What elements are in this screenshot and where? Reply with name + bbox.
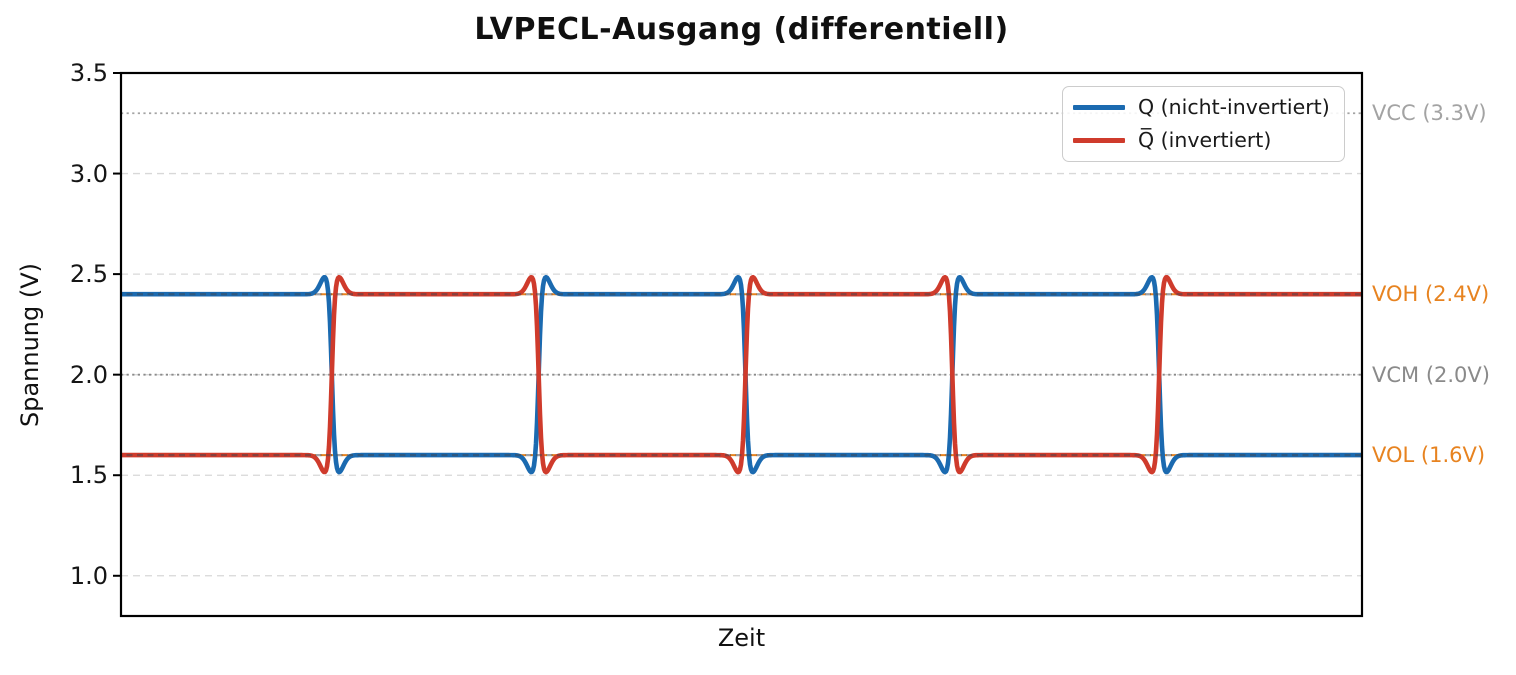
legend-line-sample-q [1073,105,1125,111]
reference-label-vol: VOL (1.6V) [1372,443,1486,468]
legend-item-q: Q (nicht-invertiert) [1073,95,1330,120]
y-tick-label: 2.0 [69,360,108,389]
reference-label-vcm: VCM (2.0V) [1372,362,1490,387]
series-qbar-path [119,274,1364,475]
legend-label-q: Q (nicht-invertiert) [1138,95,1330,119]
reference-label-vcc: VCC (3.3V) [1372,101,1487,126]
y-tick-label: 1.5 [69,461,108,490]
chart-title: LVPECL-Ausgang (differentiell) [474,12,1009,47]
y-tick-label: 3.5 [69,59,108,87]
x-axis-label: Zeit [717,624,766,652]
legend-item-qbar: Q̅ (invertiert) [1073,127,1330,153]
axes-frame [119,71,1364,618]
legend-line-sample-qbar [1073,137,1125,143]
reference-label-voh: VOH (2.4V) [1372,282,1490,307]
legend-label-qbar: Q̅ (invertiert) [1138,127,1272,152]
y-tick-label: 3.0 [69,159,108,188]
y-tick-label: 1.0 [69,561,108,590]
legend: Q (nicht-invertiert) Q̅ (invertiert) [1062,86,1345,163]
series-q-path [119,274,1364,475]
y-tick-label: 2.5 [69,260,108,289]
